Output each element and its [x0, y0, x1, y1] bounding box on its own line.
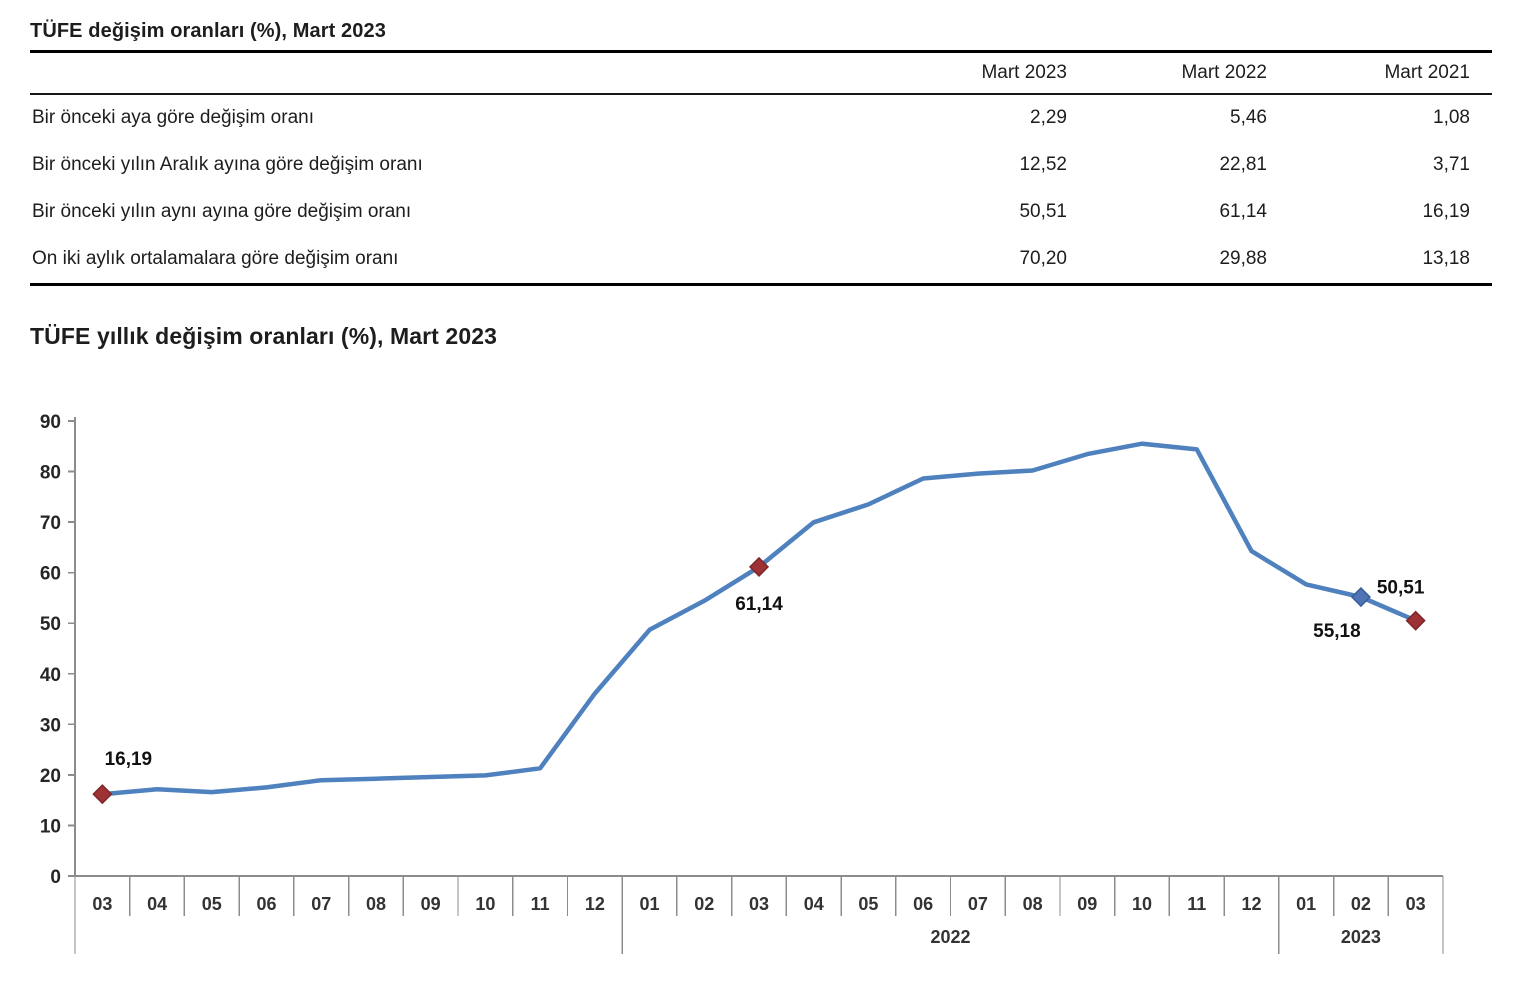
x-tick-label: 11 — [1187, 894, 1206, 914]
y-tick-label: 40 — [40, 665, 61, 686]
x-tick-label: 06 — [913, 894, 933, 914]
y-tick-label: 20 — [40, 766, 61, 787]
table-header-row: Mart 2023 Mart 2022 Mart 2021 — [30, 53, 1492, 95]
x-tick-label: 07 — [968, 894, 988, 914]
x-tick-label: 09 — [421, 894, 441, 914]
y-tick-label: 70 — [40, 513, 61, 534]
blue-diamond-marker — [1350, 586, 1371, 608]
row-value: 12,52 — [1019, 154, 1067, 175]
x-tick-label: 12 — [585, 894, 605, 914]
year-label: 2023 — [1341, 927, 1381, 947]
table-row: Bir önceki yılın Aralık ayına göre değiş… — [30, 142, 1492, 189]
row-value: 2,29 — [1030, 107, 1067, 128]
row-label: Bir önceki yılın aynı ayına göre değişim… — [32, 201, 412, 222]
row-value: 3,71 — [1433, 154, 1470, 175]
red-diamond-marker — [92, 784, 113, 805]
red-diamond-marker — [1405, 610, 1426, 631]
row-value: 61,14 — [1219, 201, 1267, 222]
x-tick-label: 08 — [1023, 894, 1043, 914]
x-tick-label: 04 — [804, 894, 824, 914]
data-point-label: 50,51 — [1377, 578, 1425, 599]
x-tick-label: 03 — [749, 894, 769, 914]
x-tick-label: 01 — [640, 894, 660, 914]
x-tick-label: 01 — [1296, 894, 1316, 914]
x-tick-label: 02 — [1351, 894, 1371, 914]
table-row: Bir önceki aya göre değişim oranı 2,29 5… — [30, 95, 1492, 142]
y-tick-label: 0 — [50, 867, 61, 888]
row-label: Bir önceki aya göre değişim oranı — [32, 107, 314, 128]
data-point-label: 55,18 — [1313, 621, 1361, 642]
x-tick-label: 07 — [311, 894, 331, 914]
x-tick-label: 12 — [1241, 894, 1261, 914]
y-tick-label: 60 — [40, 564, 61, 585]
row-label: On iki aylık ortalamalara göre değişim o… — [32, 248, 399, 269]
x-tick-label: 05 — [858, 894, 878, 914]
row-value: 70,20 — [1019, 248, 1067, 269]
row-value: 29,88 — [1219, 248, 1267, 269]
x-tick-label: 08 — [366, 894, 386, 914]
column-header-mart-2022: Mart 2022 — [1181, 62, 1267, 83]
y-tick-label: 10 — [40, 816, 61, 837]
x-tick-label: 03 — [1406, 894, 1426, 914]
x-tick-label: 10 — [1132, 894, 1152, 914]
row-value: 16,19 — [1422, 201, 1470, 222]
row-label: Bir önceki yılın Aralık ayına göre değiş… — [32, 154, 423, 175]
row-value: 5,46 — [1230, 107, 1267, 128]
y-tick-label: 90 — [40, 412, 61, 433]
row-value: 50,51 — [1019, 201, 1067, 222]
data-point-label: 61,14 — [735, 594, 783, 615]
year-label: 2022 — [930, 927, 970, 947]
x-tick-label: 10 — [475, 894, 495, 914]
column-header-mart-2021: Mart 2021 — [1384, 62, 1470, 83]
table-row: Bir önceki yılın aynı ayına göre değişim… — [30, 189, 1492, 236]
row-value: 22,81 — [1219, 154, 1267, 175]
y-tick-label: 80 — [40, 463, 61, 484]
row-value: 13,18 — [1422, 248, 1470, 269]
x-tick-label: 09 — [1077, 894, 1097, 914]
row-value: 1,08 — [1433, 107, 1470, 128]
data-point-label: 16,19 — [105, 749, 153, 770]
x-tick-label: 11 — [531, 894, 550, 914]
x-tick-label: 06 — [257, 894, 277, 914]
x-tick-label: 04 — [147, 894, 167, 914]
y-tick-label: 30 — [40, 715, 61, 736]
cpi-change-table: TÜFE değişim oranları (%), Mart 2023 Mar… — [30, 18, 1492, 286]
x-tick-label: 02 — [694, 894, 714, 914]
x-tick-label: 05 — [202, 894, 222, 914]
inflation-line — [100, 441, 1418, 797]
red-diamond-marker — [748, 556, 770, 577]
x-tick-label: 03 — [92, 894, 112, 914]
chart-title: TÜFE yıllık değişim oranları (%), Mart 2… — [30, 323, 497, 349]
y-tick-label: 50 — [40, 614, 61, 635]
table-row: On iki aylık ortalamalara göre değişim o… — [30, 236, 1492, 286]
table-title: TÜFE değişim oranları (%), Mart 2023 — [30, 18, 1492, 53]
column-header-mart-2023: Mart 2023 — [981, 62, 1067, 83]
